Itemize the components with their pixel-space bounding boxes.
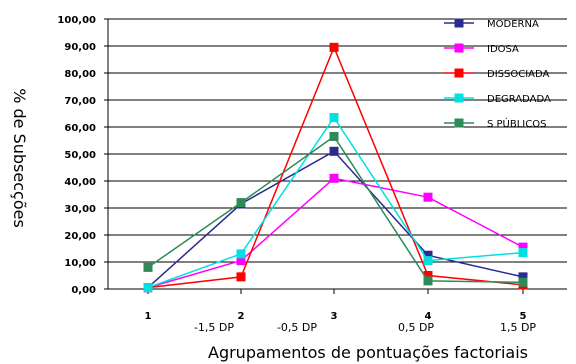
data-point (236, 272, 246, 282)
y-tick-label: 100,00 (57, 15, 96, 26)
y-tick-label: 90,00 (64, 42, 96, 53)
series-line (147, 177, 524, 289)
data-point (423, 276, 433, 286)
series-line (147, 135, 524, 284)
data-point (329, 131, 339, 141)
data-point (518, 277, 528, 287)
legend-marker (454, 118, 464, 128)
data-point (143, 283, 153, 293)
y-axis-title: % de Subsecções (10, 88, 29, 228)
legend-marker (454, 68, 464, 78)
data-point (518, 242, 528, 252)
data-point (143, 262, 153, 272)
axes (104, 18, 567, 294)
series-line (147, 45, 524, 289)
x-tick-label: 5 (520, 311, 527, 322)
data-point (423, 192, 433, 202)
y-tick-label: 80,00 (64, 69, 96, 80)
data-point (329, 146, 339, 156)
data-point (518, 248, 528, 258)
sd-labels: -1,5 DP -0,5 DP 0,5 DP 1,5 DP (194, 321, 536, 334)
sd-label: -1,5 DP (194, 321, 234, 334)
x-tick-label: 4 (425, 311, 432, 322)
y-tick-label: 10,00 (64, 258, 96, 269)
x-axis-title: Agrupamentos de pontuações factoriais (208, 343, 528, 362)
legend-marker (454, 93, 464, 103)
y-tick-label: 60,00 (64, 123, 96, 134)
x-tick-label: 3 (331, 311, 338, 322)
y-tick-label: 50,00 (64, 150, 96, 161)
legend-marker (454, 18, 464, 28)
sd-label: -0,5 DP (277, 321, 317, 334)
y-tick-label: 70,00 (64, 96, 96, 107)
data-point (236, 256, 246, 266)
data-point (518, 272, 528, 282)
y-tick-label: 20,00 (64, 231, 96, 242)
y-tick-label: 40,00 (64, 177, 96, 188)
y-tick-label: 30,00 (64, 204, 96, 215)
data-point (329, 113, 339, 123)
legend-label: MODERNA (487, 19, 539, 30)
legend-label: IDOSA (487, 44, 519, 55)
series-lines (143, 42, 528, 293)
data-point (423, 256, 433, 266)
data-point (329, 173, 339, 183)
legend: MODERNA IDOSA DISSOCIADA DEGRADADA S PÚBLICO… (444, 18, 551, 130)
x-tick-label: 1 (145, 311, 152, 322)
data-point (423, 271, 433, 280)
y-tick-label: 0,00 (71, 285, 96, 296)
x-tick-label: 2 (238, 311, 245, 322)
legend-label: DISSOCIADA (487, 69, 550, 80)
data-point (423, 250, 433, 260)
sd-label: 1,5 DP (500, 321, 536, 334)
legend-label: S PÚBLICOS (487, 117, 546, 130)
data-point (236, 198, 246, 208)
sd-label: 0,5 DP (398, 321, 434, 334)
data-point (329, 42, 339, 52)
legend-marker (454, 43, 464, 53)
data-point (236, 249, 246, 259)
x-axis-ticks: 1 2 3 4 5 (145, 311, 527, 322)
y-axis-ticks: 0,00 10,00 20,00 30,00 40,00 50,00 60,00 70,00 8… (57, 15, 96, 296)
legend-label: DEGRADADA (487, 94, 551, 105)
